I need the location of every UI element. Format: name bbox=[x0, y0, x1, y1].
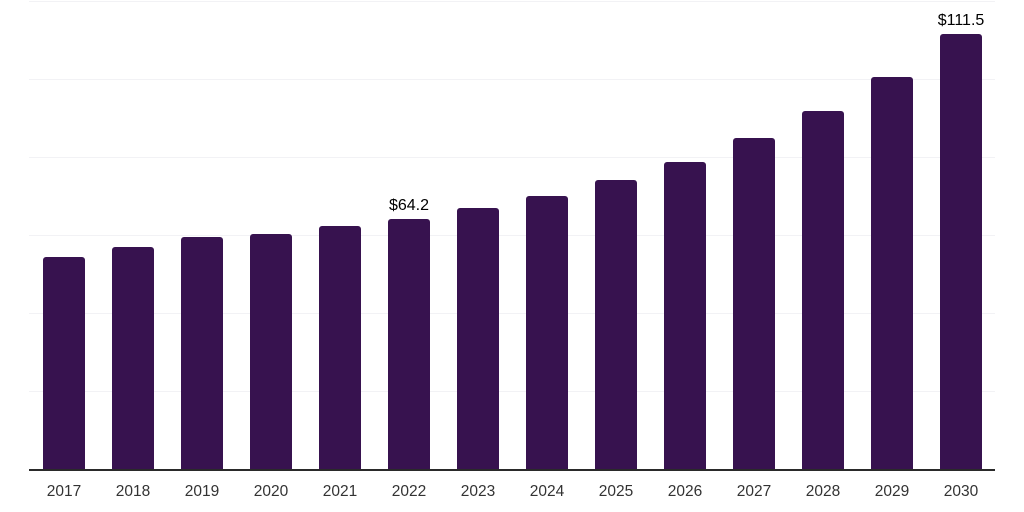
x-tick-label-2030: 2030 bbox=[943, 483, 979, 500]
bar-2030 bbox=[940, 34, 982, 469]
plot-area: $64.2 $111.5 bbox=[29, 1, 995, 469]
gridline bbox=[29, 235, 995, 236]
x-tick-label-2024: 2024 bbox=[529, 483, 565, 500]
bar-2029 bbox=[871, 76, 913, 469]
x-tick-label-2017: 2017 bbox=[46, 483, 82, 500]
x-tick-label-2021: 2021 bbox=[322, 483, 358, 500]
x-tick-label-2023: 2023 bbox=[460, 483, 496, 500]
x-tick-label-2022: 2022 bbox=[391, 483, 427, 500]
x-axis-line bbox=[29, 469, 995, 471]
x-tick-label-2018: 2018 bbox=[115, 483, 151, 500]
bar-2017 bbox=[43, 256, 85, 469]
bar-2028 bbox=[802, 110, 844, 469]
bar-2018 bbox=[112, 247, 154, 469]
bar-2020 bbox=[250, 234, 292, 469]
bar-2021 bbox=[319, 226, 361, 469]
x-tick-label-2025: 2025 bbox=[598, 483, 634, 500]
x-tick-label-2026: 2026 bbox=[667, 483, 703, 500]
x-tick-label-2020: 2020 bbox=[253, 483, 289, 500]
value-label-2030: $111.5 bbox=[937, 12, 985, 30]
bar-2025 bbox=[595, 180, 637, 469]
bar-2026 bbox=[664, 161, 706, 469]
gridline bbox=[29, 79, 995, 80]
gridline bbox=[29, 1, 995, 2]
bar-2019 bbox=[181, 237, 223, 469]
bar-2027 bbox=[733, 137, 775, 469]
gridline bbox=[29, 157, 995, 158]
bar-2024 bbox=[526, 196, 568, 469]
x-tick-label-2028: 2028 bbox=[805, 483, 841, 500]
bar-2022 bbox=[388, 218, 430, 469]
x-tick-label-2027: 2027 bbox=[736, 483, 772, 500]
x-tick-label-2029: 2029 bbox=[874, 483, 910, 500]
gridline bbox=[29, 313, 995, 314]
value-label-2022: $64.2 bbox=[388, 196, 430, 214]
gridline bbox=[29, 391, 995, 392]
x-tick-label-2019: 2019 bbox=[184, 483, 220, 500]
bar-2023 bbox=[457, 207, 499, 469]
